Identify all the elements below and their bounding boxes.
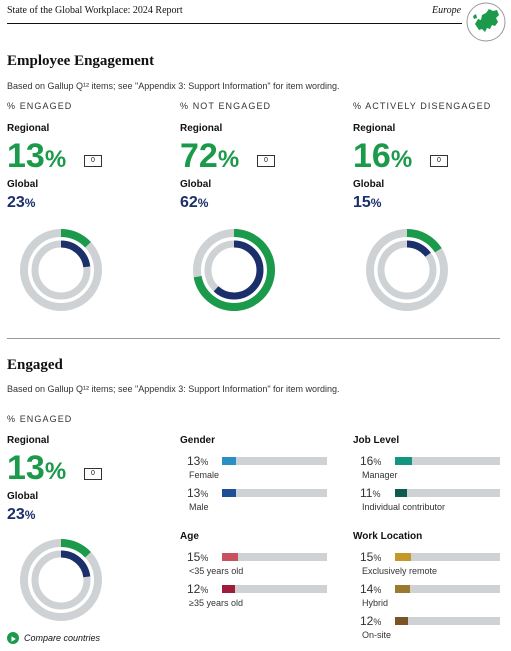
engaged-donut-chart <box>20 229 102 311</box>
engaged-regional-label: Regional <box>7 123 50 134</box>
not-engaged-kicker: % NOT ENGAGED <box>180 101 272 111</box>
job-bar-track <box>395 489 500 497</box>
actively-disengaged-regional-value: 16% <box>353 137 413 175</box>
gender-bar-label: Male <box>189 502 209 512</box>
actively-disengaged-global-label: Global <box>353 179 385 190</box>
job-bar-track <box>395 457 500 465</box>
age-bar-track <box>222 553 327 561</box>
section-divider <box>7 338 500 339</box>
age-group-label: Age <box>180 531 199 542</box>
not-engaged-regional-value: 72% <box>180 137 240 175</box>
age-bar-track <box>222 585 327 593</box>
engagement-title: Employee Engagement <box>7 53 155 69</box>
location-bar-fill <box>395 553 411 561</box>
play-icon[interactable] <box>7 632 19 644</box>
not-engaged-regional-arc <box>193 229 275 311</box>
age-bar-fill <box>222 585 235 593</box>
compare-countries-link[interactable]: Compare countries <box>24 633 101 643</box>
location-bar-track <box>395 553 500 561</box>
engaged-regional-label: Regional <box>7 435 50 446</box>
job-group-label: Job Level <box>353 435 400 446</box>
gender-bar-label: Female <box>189 470 220 480</box>
header-rule <box>7 23 462 24</box>
engaged-global-value: 23% <box>7 506 36 523</box>
engaged-global-arc <box>31 550 91 610</box>
engaged-kicker: % ENGAGED <box>7 101 73 111</box>
actively-disengaged-global-value: 15% <box>353 194 382 211</box>
job-bar-label: Manager <box>362 470 398 480</box>
gender-bar-track <box>222 457 327 465</box>
not-engaged-global-arc <box>204 240 264 300</box>
location-group-label: Work Location <box>353 531 423 542</box>
age-bar-fill <box>222 553 238 561</box>
location-bar-fill <box>395 617 408 625</box>
not-engaged-donut-chart <box>193 229 275 311</box>
location-bar-label: Exclusively remote <box>362 566 438 576</box>
age-bar-label: <35 years old <box>189 566 244 576</box>
region-name: Europe <box>432 5 462 16</box>
report-title: State of the Global Workplace: 2024 Repo… <box>7 5 183 16</box>
not-engaged-badge: 0 <box>257 155 275 167</box>
job-bar-fill <box>395 457 412 465</box>
engaged-regional-badge: 0 <box>84 468 102 480</box>
job-bar-label: Individual contributor <box>362 502 446 512</box>
engaged-regional-arc <box>20 539 102 621</box>
actively-disengaged-badge: 0 <box>430 155 448 167</box>
engaged-global-value: 23% <box>7 194 36 211</box>
not-engaged-global-label: Global <box>180 179 212 190</box>
actively-disengaged-regional-arc <box>366 229 448 311</box>
engaged-global-arc <box>31 240 91 300</box>
location-value: 12% <box>360 614 382 628</box>
location-bar-fill <box>395 585 410 593</box>
gender-bar-track <box>222 489 327 497</box>
location-value: 14% <box>360 582 382 596</box>
location-value: 15% <box>360 550 382 564</box>
engaged-global-label: Global <box>7 179 39 190</box>
engaged-regional-value: 13% <box>7 449 67 487</box>
job-bar-fill <box>395 489 407 497</box>
not-engaged-regional-label: Regional <box>180 123 223 134</box>
not-engaged-global-value: 62% <box>180 194 209 211</box>
age-value: 12% <box>187 582 209 596</box>
engaged-kicker: % ENGAGED <box>7 414 73 424</box>
age-value: 15% <box>187 550 209 564</box>
gender-bar-fill <box>222 457 236 465</box>
engaged-title: Engaged <box>7 357 63 373</box>
engaged-regional-value: 13% <box>7 137 67 175</box>
gender-group-label: Gender <box>180 435 216 446</box>
age-bar-label: ≥35 years old <box>189 598 243 608</box>
actively-disengaged-global-arc <box>377 240 437 300</box>
engaged-global-label: Global <box>7 491 39 502</box>
engaged-note: Based on Gallup Q¹² items; see "Appendix… <box>7 384 340 394</box>
gender-value: 13% <box>187 454 209 468</box>
engagement-note: Based on Gallup Q¹² items; see "Appendix… <box>7 81 340 91</box>
actively-disengaged-kicker: % ACTIVELY DISENGAGED <box>353 101 492 111</box>
engaged-donut-chart <box>20 539 102 621</box>
gender-value: 13% <box>187 486 209 500</box>
location-bar-label: Hybrid <box>362 598 389 608</box>
location-bar-track <box>395 617 500 625</box>
job-value: 11% <box>360 486 381 500</box>
engaged-badge: 0 <box>84 155 102 167</box>
actively-disengaged-donut-chart <box>366 229 448 311</box>
gender-bar-fill <box>222 489 236 497</box>
actively-disengaged-regional-label: Regional <box>353 123 396 134</box>
location-bar-label: On-site <box>362 630 392 640</box>
location-bar-track <box>395 585 500 593</box>
europe-map-icon <box>466 2 506 42</box>
job-value: 16% <box>360 454 382 468</box>
engaged-regional-arc <box>20 229 102 311</box>
